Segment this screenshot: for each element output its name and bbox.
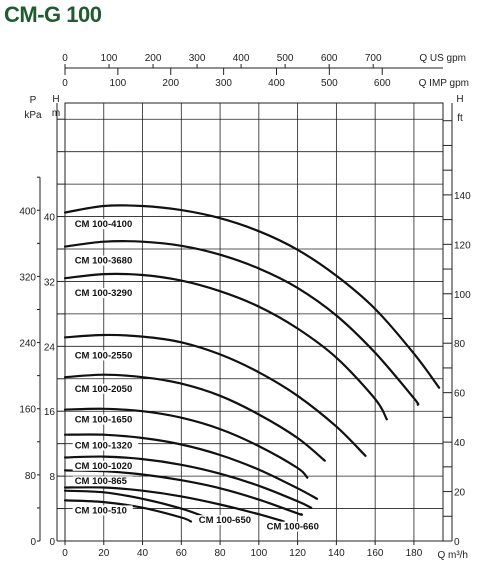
us-gpm-tick-label: 400 xyxy=(233,53,250,64)
right-h-axis-tick-label: 40 xyxy=(454,438,466,449)
us-gpm-tick-label: 500 xyxy=(277,53,294,64)
curve-cm-100-1650 xyxy=(63,407,309,479)
curve-label-cm-100-4100: CM 100-4100 xyxy=(75,219,133,230)
us-gpm-tick-label: 200 xyxy=(145,53,162,64)
curve-cm-100-650 xyxy=(63,489,208,519)
page-title: CM-G 100 xyxy=(4,2,102,27)
curve-label-background xyxy=(72,505,133,516)
curve-label-background xyxy=(264,521,325,532)
x-axis-unit: Q m³/h xyxy=(437,550,468,561)
us-gpm-unit: Q US gpm xyxy=(419,53,466,64)
grid xyxy=(65,103,443,541)
left-h-axis-tick-label: 8 xyxy=(49,472,55,483)
x-axis-tick-label: 40 xyxy=(137,548,149,559)
curve-cm-100-3680 xyxy=(63,240,420,406)
pressure-axis-tick-label: 240 xyxy=(19,339,36,350)
x-axis-tick-label: 100 xyxy=(251,548,268,559)
plot-border xyxy=(64,102,444,542)
us-gpm-tick-label: 0 xyxy=(62,53,68,64)
x-axis-tick-label: 0 xyxy=(62,548,68,559)
us-gpm-tick-label: 300 xyxy=(189,53,206,64)
x-axis-tick-label: 60 xyxy=(176,548,188,559)
imp-gpm-unit: Q IMP gpm xyxy=(419,78,469,89)
us-gpm-tick-label: 100 xyxy=(101,53,118,64)
imp-gpm-tick-label: 100 xyxy=(110,78,127,89)
x-axis-tick-label: 80 xyxy=(215,548,227,559)
imp-gpm-tick-label: 500 xyxy=(321,78,338,89)
imp-gpm-tick-label: 200 xyxy=(162,78,179,89)
right-h-axis-tick-label: 60 xyxy=(454,389,466,400)
x-axis-tick-label: 180 xyxy=(406,548,423,559)
curve-label-cm-100-510: CM 100-510 xyxy=(75,505,127,516)
curve-label-background xyxy=(72,460,139,471)
pressure-axis-tick-label: 80 xyxy=(25,471,37,482)
curve-label-cm-100-3680: CM 100-3680 xyxy=(75,256,133,267)
x-axis-tick-label: 20 xyxy=(98,548,110,559)
pressure-axis-tick-label: 320 xyxy=(19,272,36,283)
imp-gpm-tick-label: 0 xyxy=(62,78,68,89)
pressure-axis-header: P xyxy=(30,95,37,106)
curves xyxy=(63,204,441,523)
right-h-axis-tick-label: 120 xyxy=(454,240,471,251)
right-h-axis-tick-label: 100 xyxy=(454,290,471,301)
curve-label-background xyxy=(72,476,133,487)
curve-cm-100-510 xyxy=(63,499,193,523)
pressure-axis-tick-label: 0 xyxy=(30,537,36,548)
right-h-axis-header: H xyxy=(456,94,463,105)
curve-label-background xyxy=(72,219,139,230)
curve-label-cm-100-660: CM 100-660 xyxy=(267,522,319,533)
left-h-axis-tick-label: 32 xyxy=(44,277,56,288)
curve-cm-100-3290 xyxy=(63,272,388,421)
curve-cm-100-660 xyxy=(63,486,286,523)
x-axis-tick-label: 120 xyxy=(289,548,306,559)
imp-gpm-tick-label: 600 xyxy=(374,78,391,89)
imp-gpm-tick-label: 400 xyxy=(268,78,285,89)
pressure-axis-unit: kPa xyxy=(24,110,42,121)
x-axis-tick-label: 160 xyxy=(367,548,384,559)
pressure-axis-tick-label: 400 xyxy=(19,206,36,217)
left-h-axis-tick-label: 24 xyxy=(44,342,56,353)
top-gpm-axes: 0 100 200 300 400 500 600 700 Q US gpm 0 100 200 300… xyxy=(62,53,469,89)
curve-cm-100-2550 xyxy=(63,333,367,457)
curve-label-cm-100-650: CM 100-650 xyxy=(199,515,251,526)
curve-label-background xyxy=(72,350,139,361)
curve-label-background xyxy=(72,383,139,394)
plot-frame xyxy=(64,102,444,542)
x-axis-tick-label: 140 xyxy=(328,548,345,559)
curve-label-background xyxy=(72,440,139,451)
curve-cm-100-1020 xyxy=(63,455,313,509)
right-h-axis-tick-label: 0 xyxy=(454,537,460,548)
curve-label-cm-100-3290: CM 100-3290 xyxy=(75,288,133,299)
curve-label-background xyxy=(72,255,139,266)
curve-labels: CM 100-4100 CM 100-3680 CM 100-3290 CM 100-… xyxy=(72,219,325,533)
curve-label-background xyxy=(196,515,257,526)
curve-cm-100-4100 xyxy=(63,204,441,389)
curve-label-cm-100-1650: CM 100-1650 xyxy=(75,415,133,426)
us-gpm-tick-label: 700 xyxy=(365,53,382,64)
axes: 0 20 40 60 80 100 120 140 160 180 Q m³/h 0 8 16 24 32 40… xyxy=(19,94,471,561)
curve-label-cm-100-2050: CM 100-2050 xyxy=(75,384,133,395)
left-h-axis-unit: m xyxy=(52,108,60,119)
curve-label-background xyxy=(72,288,139,299)
left-h-axis-header: H xyxy=(52,94,59,105)
left-h-axis-tick-label: 0 xyxy=(49,537,55,548)
curve-cm-100-2050 xyxy=(63,373,326,462)
curve-label-cm-100-865: CM 100-865 xyxy=(75,476,128,487)
curve-cm-100-865 xyxy=(63,469,304,516)
curve-label-cm-100-2550: CM 100-2550 xyxy=(75,351,133,362)
pressure-axis-tick-label: 160 xyxy=(19,405,36,416)
right-h-axis-unit: ft xyxy=(457,113,463,124)
curve-cm-100-1320 xyxy=(63,433,319,500)
left-h-axis-tick-label: 40 xyxy=(44,213,56,224)
us-gpm-tick-label: 600 xyxy=(321,53,338,64)
curve-label-background xyxy=(72,414,139,425)
curve-label-cm-100-1020: CM 100-1020 xyxy=(75,461,133,472)
right-h-axis-tick-label: 140 xyxy=(454,191,471,202)
curve-label-cm-100-1320: CM 100-1320 xyxy=(75,441,133,452)
right-h-axis-tick-label: 80 xyxy=(454,339,466,350)
left-h-axis-tick-label: 16 xyxy=(44,407,56,418)
imp-gpm-tick-label: 300 xyxy=(215,78,232,89)
right-h-axis-tick-label: 20 xyxy=(454,488,466,499)
